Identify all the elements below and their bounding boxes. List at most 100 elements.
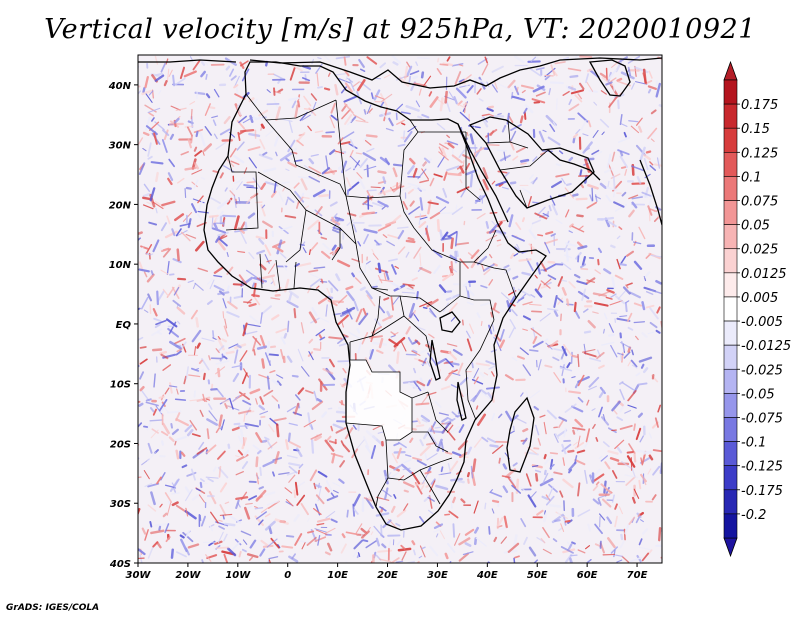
field-streak: [474, 526, 479, 534]
field-streak: [242, 117, 253, 124]
field-streak: [550, 180, 562, 189]
field-streak: [623, 131, 627, 138]
field-streak: [491, 508, 495, 514]
field-streak: [383, 297, 390, 301]
field-streak: [438, 412, 449, 416]
field-streak: [262, 220, 273, 229]
field-streak: [162, 288, 170, 297]
field-streak: [142, 192, 151, 198]
field-streak: [598, 455, 603, 459]
field-streak: [343, 95, 358, 103]
field-streak: [407, 182, 422, 188]
field-streak: [601, 498, 612, 508]
field-streak: [311, 400, 324, 411]
field-streak: [419, 516, 426, 524]
field-streak: [288, 97, 300, 101]
field-streak: [404, 65, 409, 80]
field-streak: [625, 284, 629, 289]
field-streak: [608, 69, 617, 80]
field-streak: [172, 74, 176, 87]
field-streak: [276, 374, 284, 379]
field-streak: [259, 466, 262, 477]
field-streak: [586, 81, 594, 92]
field-streak: [264, 352, 272, 366]
field-streak: [444, 451, 453, 455]
field-streak: [261, 358, 265, 369]
colorbar-swatch: [723, 224, 738, 250]
field-streak: [186, 471, 197, 477]
field-streak: [473, 537, 478, 546]
field-streak: [375, 512, 390, 517]
field-streak: [162, 248, 172, 258]
field-streak: [192, 283, 196, 289]
field-streak: [396, 351, 400, 364]
field-streak: [436, 68, 442, 75]
field-streak: [158, 395, 165, 399]
field-streak: [571, 225, 585, 233]
field-streak: [212, 170, 220, 174]
field-streak: [391, 55, 402, 64]
field-streak: [215, 348, 220, 354]
field-streak: [145, 93, 153, 103]
field-streak: [261, 274, 276, 280]
field-streak: [547, 308, 559, 312]
field-streak: [434, 358, 447, 366]
field-streak: [622, 286, 631, 295]
field-streak: [639, 435, 644, 443]
field-streak: [469, 173, 474, 188]
field-streak: [559, 367, 573, 372]
field-streak: [165, 536, 171, 543]
field-streak: [647, 85, 657, 90]
field-streak: [249, 315, 261, 325]
field-streak: [249, 114, 254, 123]
field-streak: [324, 527, 336, 535]
field-streak: [532, 177, 538, 185]
field-streak: [305, 389, 314, 394]
field-streak: [218, 525, 225, 530]
field-streak: [197, 213, 203, 221]
field-streak: [563, 427, 567, 438]
field-streak: [169, 133, 175, 140]
field-streak: [647, 127, 658, 140]
field-streak: [498, 457, 501, 464]
field-streak: [285, 168, 290, 172]
field-streak: [569, 74, 579, 79]
field-streak: [529, 303, 542, 306]
field-streak: [550, 64, 556, 76]
field-streak: [219, 128, 231, 136]
field-streak: [433, 528, 442, 533]
field-streak: [413, 82, 427, 87]
field-streak: [202, 150, 205, 156]
field-streak: [247, 146, 261, 152]
field-streak: [413, 367, 417, 374]
field-streak: [346, 509, 349, 518]
field-streak: [577, 93, 583, 100]
field-streak: [459, 111, 471, 122]
field-streak: [330, 114, 338, 121]
field-streak: [598, 290, 612, 297]
field-streak: [341, 321, 344, 328]
field-streak: [303, 205, 310, 210]
field-streak: [638, 546, 651, 551]
field-streak: [206, 418, 218, 426]
field-streak: [215, 427, 221, 434]
field-streak: [279, 152, 293, 162]
field-streak: [552, 356, 560, 362]
field-streak: [233, 295, 244, 299]
field-streak: [237, 131, 241, 141]
field-streak: [332, 229, 340, 234]
field-streak: [345, 167, 352, 172]
field-streak: [584, 441, 589, 448]
field-streak: [309, 469, 318, 482]
field-streak: [176, 177, 185, 184]
field-streak: [420, 71, 425, 79]
field-streak: [233, 194, 237, 209]
field-streak: [645, 150, 652, 154]
field-streak: [419, 301, 433, 308]
field-streak: [522, 364, 532, 377]
field-streak: [366, 56, 378, 65]
field-streak: [638, 356, 653, 363]
field-streak: [205, 398, 211, 401]
field-streak: [283, 332, 288, 339]
field-streak: [341, 160, 348, 174]
